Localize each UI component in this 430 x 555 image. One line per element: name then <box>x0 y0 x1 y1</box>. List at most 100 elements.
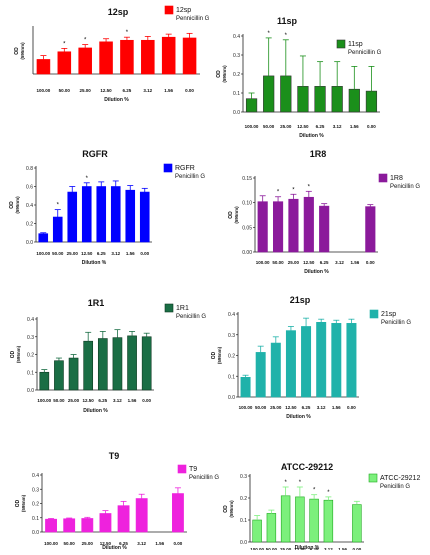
chart-3-x-tick-label: 1.56 <box>126 251 135 256</box>
chart-7-bar <box>63 518 76 533</box>
chart-7-title: T9 <box>109 451 120 461</box>
chart-1-bar <box>141 39 155 75</box>
chart-4-legend-label-2: Penicillin G <box>390 184 420 190</box>
chart-3-bar <box>52 216 63 243</box>
chart-5-y-label-unit: (595nm) <box>16 345 21 363</box>
chart-3-significance-star: * <box>57 203 60 209</box>
chart-2-x-tick-label: 25.00 <box>280 124 292 129</box>
chart-3-bar <box>96 186 107 243</box>
chart-1-significance-star: * <box>126 30 129 36</box>
chart-5-x-tick-label: 12.50 <box>83 398 95 403</box>
chart-5-legend-label-2: Penicillin G <box>176 314 206 320</box>
chart-4-x-label: Dilution % <box>304 269 329 275</box>
chart-8-bar <box>352 504 362 543</box>
chart-5-bar <box>112 337 123 391</box>
chart-6-title: 21sp <box>290 295 311 305</box>
chart-8-bar <box>295 496 305 543</box>
chart-6-x-tick-label: 25.00 <box>270 405 282 410</box>
chart-5-bar <box>54 360 64 391</box>
chart-8-y-label: OD <box>223 505 229 513</box>
chart-3-x-tick-label: 3.12 <box>111 251 120 256</box>
chart-2-y-tick-label: 0.1 <box>233 91 240 97</box>
chart-1-significance-star: * <box>84 38 87 44</box>
chart-6-x-tick-label: 6.25 <box>302 405 311 410</box>
chart-6-y-label: OD <box>211 351 217 359</box>
chart-3-x-tick-label: 12.50 <box>81 251 93 256</box>
chart-2-legend-label-2: Pennicillin G <box>348 50 382 56</box>
chart-3-bar <box>81 186 92 243</box>
chart-3-y-label: OD <box>9 201 15 209</box>
chart-6-x-tick-label: 3.12 <box>317 405 326 410</box>
chart-4-significance-star: * <box>292 187 295 193</box>
chart-8-significance-star: * <box>313 488 316 494</box>
chart-6-legend-swatch <box>369 309 379 319</box>
chart-3-y-tick-label: 0.4 <box>26 203 33 209</box>
chart-7-y-tick-label: 0.0 <box>32 530 39 536</box>
chart-6-bar <box>240 376 251 398</box>
chart-1-x-tick-label: 1.56 <box>164 88 173 93</box>
chart-2-x-tick-label: 50.00 <box>263 124 275 129</box>
chart-3-x-tick-label: 100.00 <box>36 251 50 256</box>
chart-5-y-tick-label: 0.4 <box>27 317 34 323</box>
chart-2-title: 11sp <box>277 16 298 26</box>
chart-6-bar <box>301 326 312 398</box>
chart-6-bar <box>331 323 342 398</box>
chart-1-legend-swatch <box>164 5 174 15</box>
chart-3-bar <box>38 233 49 243</box>
chart-1-y-label-unit: (595nm) <box>20 42 25 60</box>
chart-5-y-tick-label: 0.2 <box>27 353 34 359</box>
chart-4-legend-label: 1R8 <box>390 175 403 182</box>
chart-2-legend-swatch <box>336 39 346 49</box>
chart-7-bar <box>99 513 112 533</box>
chart-2-significance-star: * <box>285 33 288 39</box>
chart-6-y-tick-label: 0.4 <box>228 312 235 318</box>
chart-8-significance-star: * <box>299 480 302 486</box>
chart-1-bar <box>161 36 176 75</box>
chart-7-y-label: OD <box>15 499 21 507</box>
chart-7-y-tick-label: 0.3 <box>32 487 39 493</box>
chart-5-y-tick-label: 0.0 <box>27 388 34 394</box>
chart-2-x-tick-label: 1.56 <box>350 124 359 129</box>
chart-4-y-tick-label: 0.15 <box>242 176 252 182</box>
chart-4-bar <box>257 201 268 253</box>
chart-2-x-tick-label: 6.25 <box>316 124 325 129</box>
chart-1-x-tick-label: 3.12 <box>143 88 152 93</box>
chart-7-x-tick-label: 50.00 <box>64 541 76 546</box>
chart-4-bar <box>303 196 314 253</box>
chart-3-x-label: Dilution % <box>82 260 107 266</box>
chart-3-bar <box>67 191 78 243</box>
chart-6-x-tick-label: 0.00 <box>347 405 356 410</box>
chart-3-x-tick-label: 0.00 <box>140 251 149 256</box>
chart-6-y-tick-label: 0.3 <box>228 333 235 339</box>
chart-2-bar <box>365 90 378 113</box>
chart-6-x-tick-label: 12.50 <box>285 405 297 410</box>
chart-6-y-label-unit: (595nm) <box>217 346 222 364</box>
chart-5-bar <box>127 335 137 391</box>
chart-5-x-tick-label: 3.12 <box>113 398 122 403</box>
chart-7-x-tick-label: 3.12 <box>137 541 146 546</box>
chart-2-bar <box>263 75 275 113</box>
chart-3-y-tick-label: 0.8 <box>26 166 33 172</box>
chart-2-y-tick-label: 0.3 <box>233 53 240 59</box>
chart-8-y-tick-label: 0.1 <box>240 518 247 524</box>
chart-7-bar <box>45 518 57 533</box>
chart-3-y-tick-label: 0.2 <box>26 222 33 228</box>
chart-2-y-tick-label: 0.4 <box>233 34 240 40</box>
chart-5-x-tick-label: 6.25 <box>98 398 107 403</box>
chart-4-bar <box>272 201 284 253</box>
chart-3-title: RGFR <box>82 149 108 159</box>
chart-4-y-tick-label: 0.00 <box>242 250 252 256</box>
chart-2-bar <box>245 98 258 113</box>
chart-8-legend-label-2: Penicillin G <box>380 484 410 490</box>
chart-4-significance-star: * <box>308 184 311 190</box>
chart-7-legend-label-2: Penicillin G <box>189 475 219 481</box>
chart-6-x-tick-label: 50.00 <box>255 405 267 410</box>
chart-4-significance-star: * <box>277 190 280 196</box>
chart-4-bar <box>319 205 330 253</box>
chart-7-x-tick-label: 25.00 <box>82 541 94 546</box>
chart-6-y-tick-label: 0.0 <box>228 395 235 401</box>
chart-5-y-label: OD <box>10 350 16 358</box>
chart-5-x-tick-label: 50.00 <box>53 398 65 403</box>
chart-1-x-tick-label: 100.00 <box>37 88 51 93</box>
